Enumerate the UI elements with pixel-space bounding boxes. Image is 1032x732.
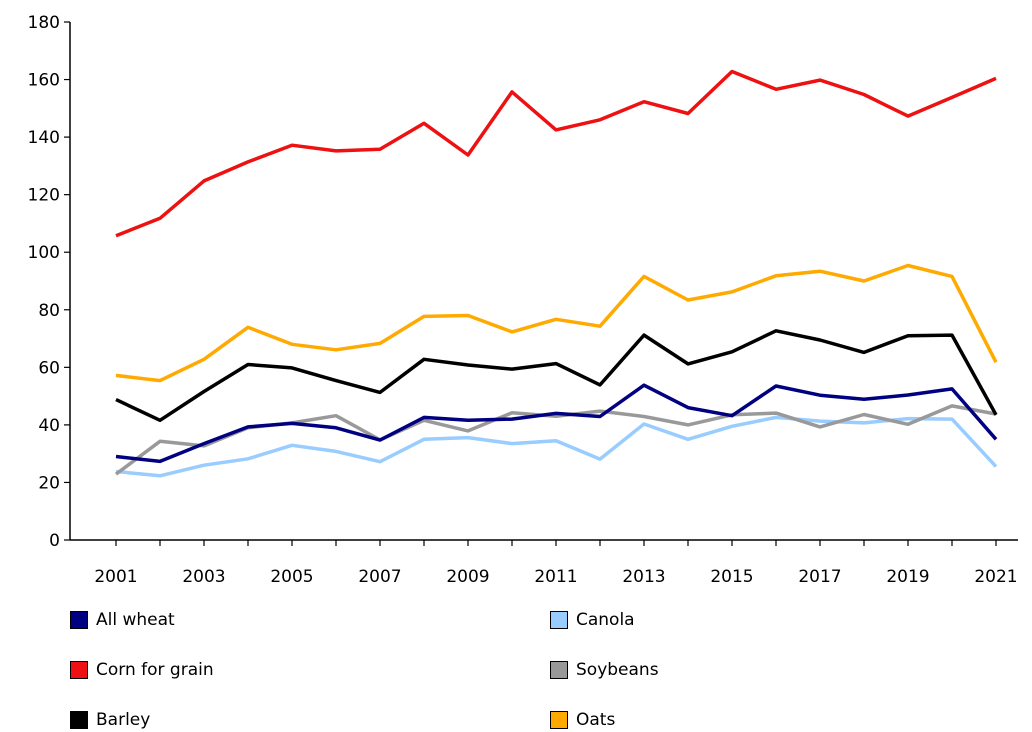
legend-swatch: [550, 611, 568, 629]
x-tick-label: 2011: [534, 567, 577, 587]
y-tick-label: 120: [28, 186, 60, 206]
legend-label: All wheat: [96, 610, 175, 630]
y-axis-ticks: 0 20 40 60 80 100 120 140 160 180: [28, 13, 70, 551]
legend-item-oats: Oats: [550, 708, 615, 732]
legend-item-barley: Barley: [70, 708, 150, 732]
y-tick-label: 20: [38, 473, 60, 493]
y-tick-label: 0: [49, 531, 60, 551]
legend: All wheat Canola Corn for grain Soybeans Bar…: [0, 600, 1032, 730]
legend-swatch: [70, 611, 88, 629]
legend-swatch: [550, 711, 568, 729]
x-axis-ticks: 2001 2003 2005 2007 2009 2011 2013 2015 2017 2019…: [94, 540, 1018, 587]
series-lines: [114, 69, 998, 478]
y-tick-label: 180: [28, 13, 60, 33]
x-tick-label: 2021: [974, 567, 1017, 587]
series-line-corn-for-grain: [115, 69, 997, 238]
legend-item-soybeans: Soybeans: [550, 658, 659, 682]
y-tick-label: 160: [28, 71, 60, 91]
y-tick-label: 100: [28, 243, 60, 263]
x-tick-label: 2009: [446, 567, 489, 587]
legend-item-canola: Canola: [550, 608, 635, 632]
y-tick-label: 60: [38, 358, 60, 378]
legend-swatch: [70, 661, 88, 679]
y-tick-label: 140: [28, 128, 60, 148]
x-tick-label: 2015: [710, 567, 753, 587]
legend-label: Canola: [576, 610, 635, 630]
series-line-oats: [115, 263, 998, 383]
series-line-canola: [115, 415, 998, 478]
series-line-barley: [115, 329, 998, 423]
x-tick-label: 2019: [886, 567, 929, 587]
series-line-all-wheat: [115, 383, 998, 464]
x-tick-label: 2017: [798, 567, 841, 587]
legend-swatch: [70, 711, 88, 729]
legend-item-corn-for-grain: Corn for grain: [70, 658, 214, 682]
legend-label: Soybeans: [576, 660, 659, 680]
legend-label: Barley: [96, 710, 151, 730]
legend-label: Oats: [576, 710, 616, 730]
legend-label: Corn for grain: [96, 660, 214, 680]
x-tick-label: 2007: [358, 567, 401, 587]
x-tick-label: 2013: [622, 567, 665, 587]
x-tick-label: 2003: [182, 567, 225, 587]
x-tick-label: 2005: [270, 567, 313, 587]
legend-item-all-wheat: All wheat: [70, 608, 175, 632]
y-tick-label: 80: [38, 301, 60, 321]
x-tick-label: 2001: [94, 567, 137, 587]
legend-swatch: [550, 661, 568, 679]
y-tick-label: 40: [38, 416, 60, 436]
